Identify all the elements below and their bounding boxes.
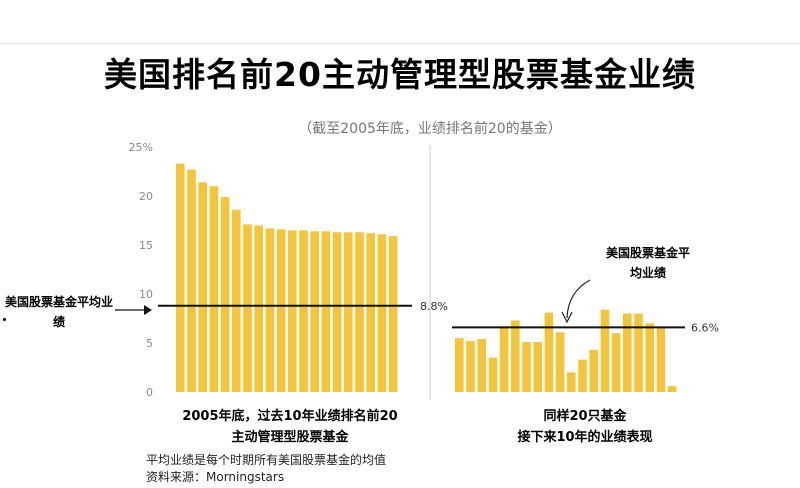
y-tick-label: 20 <box>139 190 153 203</box>
bar-panel1-2 <box>187 169 196 392</box>
bar-panel1-20 <box>388 236 398 392</box>
bar-panel2-1 <box>455 338 464 392</box>
right-annotation-line-2: 均业绩 <box>630 265 666 280</box>
bar-panel1-18 <box>366 233 375 392</box>
bar-panel1-3 <box>198 182 207 392</box>
average-label-panel2: 6.6% <box>691 321 719 334</box>
bar-panel1-13 <box>310 231 319 392</box>
bar-panel1-12 <box>299 230 308 392</box>
bar-panel2-6 <box>511 320 520 392</box>
annotation-arrow <box>566 279 591 319</box>
bar-panel1-15 <box>332 232 342 392</box>
bar-panel2-8 <box>533 342 542 392</box>
bar-panel2-16 <box>623 313 632 392</box>
bar-panel1-17 <box>355 232 364 392</box>
bar-panel1-16 <box>344 232 353 392</box>
left-caption-line-2: 主动管理型股票基金 <box>231 430 349 445</box>
chart-subtitle: （截至2005年底，业绩排名前20的基金） <box>298 121 562 134</box>
y-tick-label: 25% <box>129 141 153 154</box>
bar-panel1-6 <box>232 209 241 392</box>
bar-panel1-5 <box>220 196 230 392</box>
bar-panel2-3 <box>477 339 486 392</box>
y-tick-label: 10 <box>139 288 153 301</box>
right-caption-line-1: 同样20只基金 <box>543 409 627 424</box>
left-caption-line-1: 2005年底，过去10年业绩排名前20 <box>182 409 398 424</box>
bar-panel2-14 <box>600 309 610 392</box>
right-annotation-line-1: 美国股票基金平 <box>606 245 690 260</box>
bar-panel2-17 <box>634 313 643 392</box>
bar-panel1-1 <box>176 163 185 392</box>
chart-title: 美国排名前20主动管理型股票基金业绩 <box>104 55 696 94</box>
bar-panel2-12 <box>578 359 587 392</box>
right-caption-line-2: 接下来10年的业绩表现 <box>517 430 653 445</box>
bar-panel1-19 <box>377 234 387 392</box>
left-dot <box>3 318 6 321</box>
annotation-arrowhead <box>561 311 573 324</box>
right-panel-caption: 同样20只基金 接下来10年的业绩表现 <box>470 406 700 448</box>
bar-panel1-11 <box>288 230 297 392</box>
left-panel-caption: 2005年底，过去10年业绩排名前20 主动管理型股票基金 <box>150 406 430 448</box>
bar-panel1-14 <box>321 231 331 392</box>
y-tick-label: 15 <box>139 239 153 252</box>
bar-panel2-9 <box>544 312 554 392</box>
bar-panel1-7 <box>243 224 252 392</box>
bar-panel2-5 <box>499 326 509 392</box>
y-tick-label: 0 <box>146 386 153 399</box>
bar-panel2-20 <box>667 386 677 392</box>
average-label-panel1: 8.8% <box>420 300 448 313</box>
left-note-arrowhead <box>144 305 152 315</box>
y-tick-label: 5 <box>146 337 153 350</box>
bar-panel2-2 <box>466 341 475 392</box>
bar-panel1-9 <box>265 228 275 392</box>
top-divider <box>0 43 800 44</box>
bar-panel2-10 <box>555 332 565 392</box>
bar-panel1-8 <box>254 225 263 392</box>
bar-panel2-11 <box>567 372 576 392</box>
bar-panel2-13 <box>589 349 598 392</box>
bar-panel2-15 <box>611 333 621 392</box>
footnote-average: 平均业绩是每个时期所有美国股票基金的均值 <box>146 453 387 467</box>
bar-panel1-10 <box>276 229 286 392</box>
bar-panel2-18 <box>645 323 654 392</box>
left-average-note: 美国股票基金平均业绩 <box>4 295 113 329</box>
bar-panel2-19 <box>656 328 666 392</box>
bar-panel2-7 <box>522 342 531 392</box>
footnote-source: 资料来源：Morningstars <box>146 470 285 484</box>
bar-panel1-4 <box>209 186 219 392</box>
bar-panel2-4 <box>488 357 498 392</box>
